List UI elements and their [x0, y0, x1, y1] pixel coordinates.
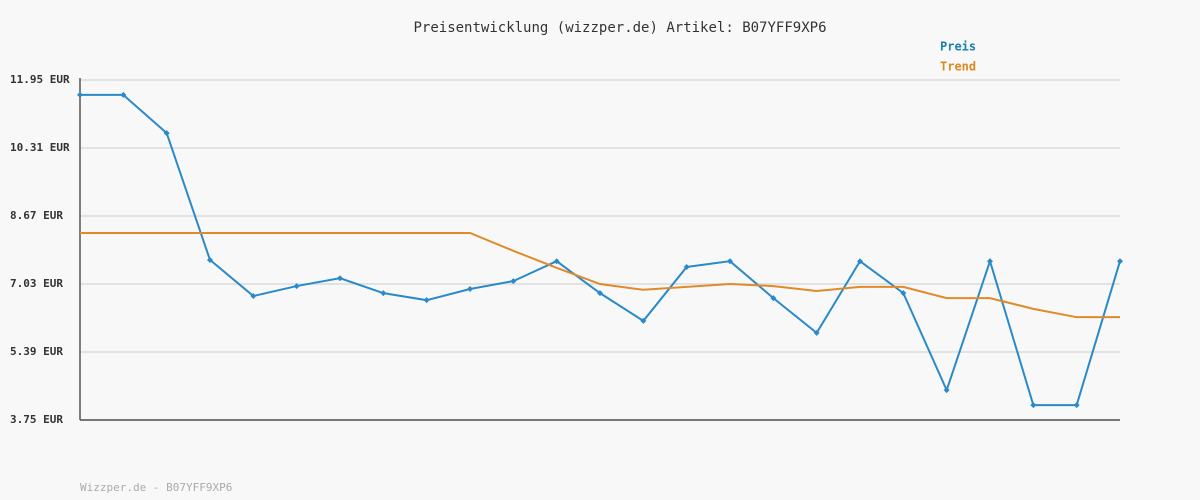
y-tick-label: 5.39 EUR — [10, 345, 63, 358]
marker — [77, 91, 83, 98]
marker — [640, 317, 647, 324]
marker — [120, 91, 127, 98]
marker — [553, 258, 560, 265]
marker — [1117, 258, 1123, 265]
marker — [163, 130, 170, 137]
marker — [943, 387, 950, 394]
y-tick-label: 3.75 EUR — [10, 413, 63, 426]
marker — [727, 258, 733, 265]
marker — [900, 290, 907, 297]
marker — [380, 290, 387, 297]
legend-entry: Preis — [940, 40, 976, 54]
marker — [293, 283, 300, 290]
marker — [423, 297, 430, 304]
line-0 — [80, 93, 1121, 407]
marker — [510, 278, 517, 285]
y-tick-label: 11.95 EUR — [10, 73, 70, 86]
line-1 — [80, 232, 1120, 319]
legend-entry: Trend — [940, 60, 976, 74]
marker — [813, 329, 820, 336]
y-tick-label: 8.67 EUR — [10, 209, 63, 222]
marker — [683, 264, 690, 270]
chart-title: Preisentwicklung (wizzper.de) Artikel: B… — [413, 20, 826, 36]
marker — [1073, 402, 1080, 409]
marker — [250, 293, 257, 300]
footer: Wizzper.de - B07YFF9XP6 — [80, 481, 232, 494]
marker — [857, 258, 863, 265]
marker — [337, 275, 343, 282]
marker — [1030, 402, 1037, 409]
marker — [987, 258, 993, 265]
marker — [770, 295, 777, 302]
marker — [467, 285, 473, 292]
y-tick-label: 7.03 EUR — [10, 277, 63, 290]
y-tick-label: 10.31 EUR — [10, 141, 70, 154]
marker — [207, 256, 213, 263]
marker — [597, 290, 603, 297]
